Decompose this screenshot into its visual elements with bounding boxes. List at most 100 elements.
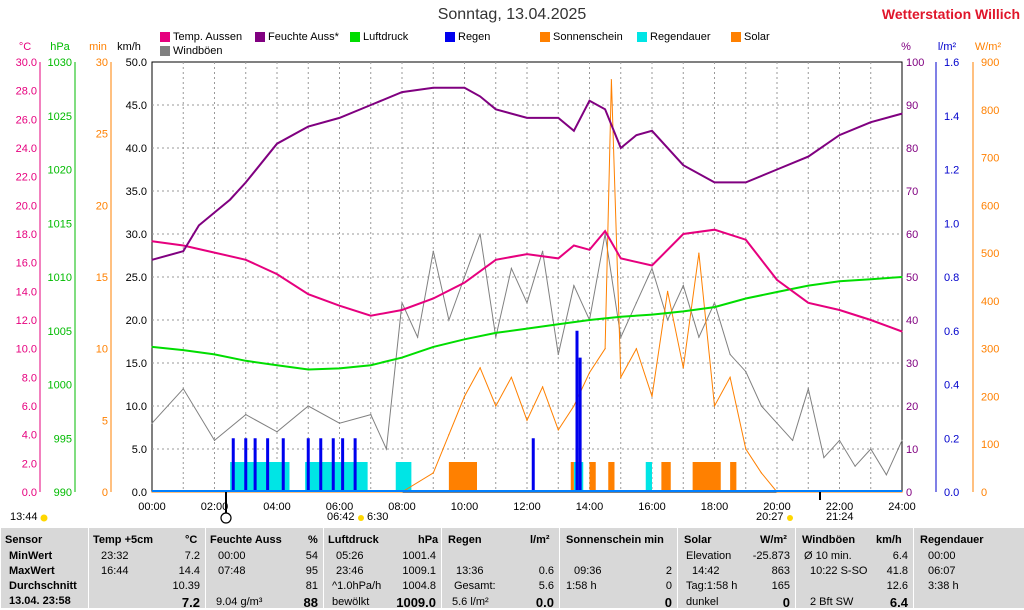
data-point — [838, 134, 841, 136]
cell-label: Tag:1:58 h — [686, 580, 738, 592]
data-point — [901, 113, 903, 115]
col-head: Windböen — [802, 534, 856, 546]
cell-time: 00:00 — [218, 550, 246, 562]
temp-axis-tick: 10.0 — [16, 344, 37, 356]
col-unit: % — [308, 534, 318, 546]
data-point — [807, 302, 809, 304]
col-unit: W/m² — [760, 534, 787, 546]
x-tick: 06:00 — [326, 501, 354, 513]
data-point — [651, 130, 653, 132]
data-point — [557, 429, 559, 431]
data-point — [573, 130, 575, 132]
band-regendauer — [645, 462, 652, 492]
data-point — [557, 353, 559, 355]
data-point — [870, 278, 872, 280]
rain-bar — [341, 438, 345, 492]
col-unit: km/h — [876, 534, 902, 546]
data-point — [245, 360, 247, 362]
solar-axis-tick: 400 — [981, 296, 999, 308]
pressure-axis-tick: 1025 — [48, 111, 72, 123]
data-point — [620, 376, 622, 378]
humidity-axis-tick: 80 — [906, 143, 918, 155]
row-label: Durchschnitt — [9, 580, 77, 592]
cell-forecast: bewölkt — [332, 596, 370, 608]
data-point — [838, 309, 841, 311]
cell-beaufort: 2 Bft SW — [810, 596, 854, 608]
band-sonnenschein — [661, 462, 671, 492]
band-regendauer — [230, 462, 290, 492]
data-point — [182, 349, 184, 351]
cell-current: 0.0 — [535, 595, 554, 610]
data-point — [401, 302, 403, 304]
rain-bar — [319, 438, 323, 492]
data-point — [823, 457, 825, 459]
solar-axis-tick: 0 — [981, 487, 987, 499]
data-point — [401, 91, 403, 93]
cell-value: 0 — [665, 580, 672, 592]
rain-bar — [266, 438, 270, 492]
data-point — [776, 291, 778, 293]
temp-axis-tick: 16.0 — [16, 258, 37, 270]
data-point — [213, 353, 216, 355]
cell-current: 0 — [782, 595, 790, 610]
x-tick: 02:00 — [201, 501, 229, 513]
data-point — [573, 285, 575, 287]
data-point — [729, 376, 731, 378]
temp-axis-tick: 28.0 — [16, 86, 37, 98]
data-point — [807, 156, 809, 158]
x-tick: 18:00 — [701, 501, 729, 513]
rain-axis-tick: 0.4 — [944, 380, 959, 392]
data-point — [370, 364, 372, 366]
data-point — [682, 233, 684, 235]
data-point — [557, 257, 559, 259]
data-point — [432, 297, 434, 300]
data-point — [370, 104, 372, 106]
humidity-axis-tick: 40 — [906, 315, 918, 327]
cell-time: 16:44 — [101, 565, 129, 577]
temp-axis-tick: 18.0 — [16, 229, 37, 241]
temp-axis-tick: 20.0 — [16, 200, 37, 212]
cell-current: 88 — [303, 595, 318, 610]
cell-abs-humidity: 9.04 g/m³ — [216, 596, 263, 608]
data-point — [698, 252, 700, 254]
data-point — [807, 285, 809, 287]
col-unit: l/m² — [530, 534, 550, 546]
col-temp: Temp +5cm °C 23:32 7.2 16:44 14.4 10.39 … — [88, 528, 206, 610]
legend-swatch — [255, 32, 265, 42]
data-point — [417, 336, 419, 338]
left-time-label: 13:44 — [10, 511, 38, 523]
humidity-axis-tick: 50 — [906, 272, 918, 284]
col-head: Solar — [684, 534, 712, 546]
x-tick: 14:00 — [576, 501, 604, 513]
cell-value: 863 — [771, 565, 790, 577]
data-point — [213, 211, 216, 214]
data-point — [620, 257, 622, 259]
wind-axis-tick: 10.0 — [126, 401, 147, 413]
data-point — [338, 117, 341, 119]
humidity-axis-tick: 60 — [906, 229, 918, 241]
sunset-icon — [787, 515, 793, 521]
data-point — [635, 134, 637, 136]
sunrise-alt-label: 6:30 — [367, 511, 389, 523]
legend-swatch — [160, 32, 170, 42]
data-point — [213, 252, 216, 254]
data-point — [338, 367, 341, 369]
data-point — [588, 100, 591, 102]
x-tick: 10:00 — [451, 501, 479, 513]
legend-label: Temp. Aussen — [173, 31, 243, 43]
legend-swatch — [350, 32, 360, 42]
data-point — [588, 319, 591, 321]
cell-total-label: Gesamt: — [454, 580, 496, 592]
data-point — [401, 309, 403, 311]
rain-axis-tick: 1.6 — [944, 57, 959, 69]
cell-time: 00:00 — [928, 550, 956, 562]
humidity-axis-tick: 10 — [906, 444, 918, 456]
cell-current: 1009.0 — [396, 595, 436, 610]
wind-axis-tick: 50.0 — [126, 57, 147, 69]
band-sonnenschein — [608, 462, 615, 492]
temp-axis-tick: 26.0 — [16, 114, 37, 126]
data-point — [745, 239, 747, 241]
rain-bar — [531, 438, 535, 492]
data-point — [651, 267, 653, 269]
rain-axis-tick: 1.2 — [944, 165, 959, 177]
